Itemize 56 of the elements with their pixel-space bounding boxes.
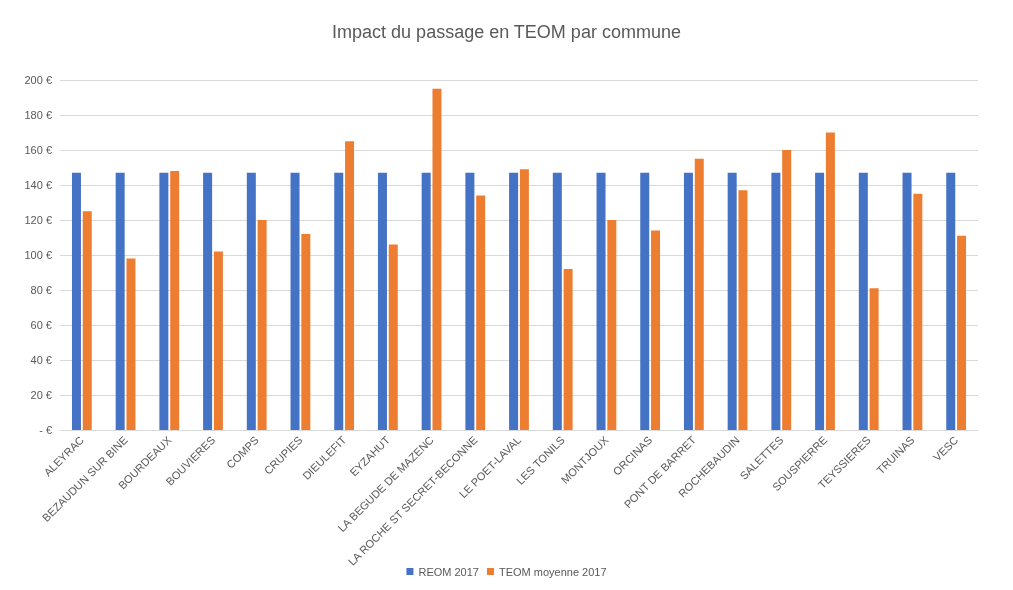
bar: [946, 172, 956, 430]
y-tick-label: 40 €: [30, 354, 52, 366]
bar: [377, 172, 387, 430]
bar: [815, 172, 825, 430]
bar: [334, 172, 344, 430]
bar: [563, 269, 573, 430]
y-tick-label: 80 €: [30, 284, 52, 296]
bar: [738, 190, 748, 430]
y-tick-label: 160 €: [24, 144, 52, 156]
bar: [869, 288, 879, 430]
bar: [159, 172, 169, 430]
bar: [115, 172, 125, 430]
y-tick-label: 20 €: [30, 389, 52, 401]
bar: [203, 172, 213, 430]
y-tick-label: 100 €: [24, 249, 52, 261]
bar: [683, 172, 693, 430]
bar: [345, 141, 355, 430]
bar: [902, 172, 912, 430]
bar: [552, 172, 562, 430]
bar: [301, 234, 311, 430]
y-tick-label: - €: [39, 424, 52, 436]
bar: [71, 172, 81, 430]
bar: [82, 211, 92, 430]
bar: [825, 132, 835, 430]
bar: [213, 251, 223, 430]
bar: [509, 172, 519, 430]
y-tick-label: 60 €: [30, 319, 52, 331]
y-tick-label: 200 €: [24, 74, 52, 86]
bar: [421, 172, 431, 430]
bar: [432, 88, 442, 430]
y-tick-label: 180 €: [24, 109, 52, 121]
y-tick-label: 120 €: [24, 214, 52, 226]
bar: [465, 172, 475, 430]
y-tick-label: 140 €: [24, 179, 52, 191]
bar: [246, 172, 256, 430]
bar: [771, 172, 781, 430]
bar: [913, 193, 923, 430]
bar: [727, 172, 737, 430]
bar: [290, 172, 300, 430]
bar: [694, 158, 704, 430]
bar: [476, 195, 486, 430]
bar: [651, 230, 661, 430]
bar: [607, 220, 617, 430]
bar: [782, 150, 792, 430]
legend-label: REOM 2017: [418, 565, 479, 578]
bar: [257, 220, 267, 430]
bar: [170, 171, 180, 430]
bar: [126, 258, 136, 430]
chart-title: Impact du passage en TEOM par commune: [332, 22, 681, 42]
legend-label: TEOM moyenne 2017: [498, 565, 607, 578]
bar: [519, 169, 529, 430]
bar: [596, 172, 606, 430]
bar: [957, 235, 967, 430]
bar: [388, 244, 398, 430]
bar: [858, 172, 868, 430]
bar: [640, 172, 650, 430]
